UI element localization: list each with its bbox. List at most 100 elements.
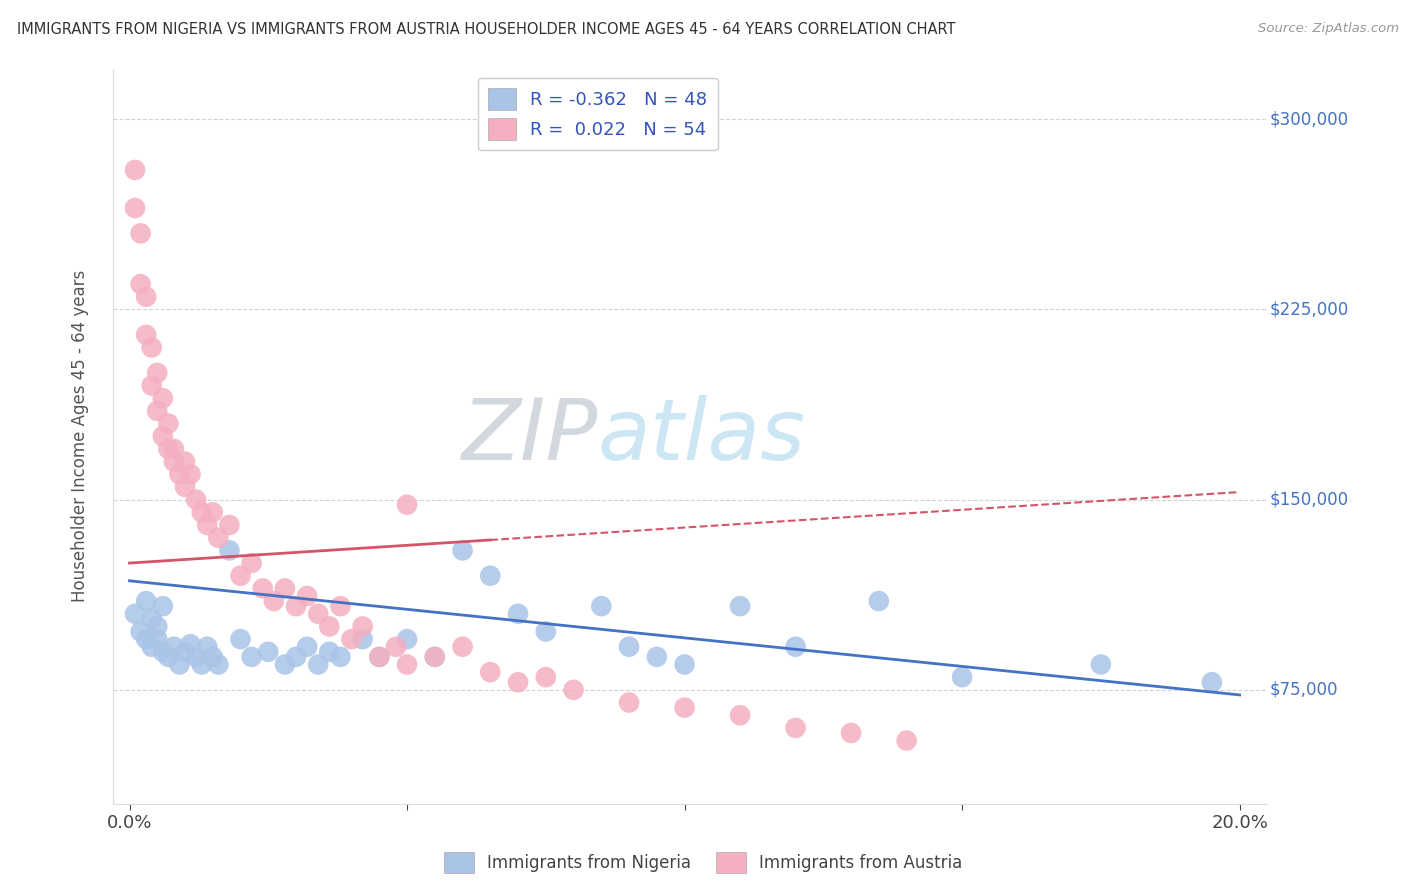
- Point: [728, 708, 751, 723]
- Point: [129, 277, 152, 291]
- Point: [146, 632, 169, 647]
- Point: [146, 366, 169, 380]
- Point: [329, 649, 352, 664]
- Point: [129, 227, 152, 241]
- Point: [368, 649, 391, 664]
- Point: [506, 675, 529, 690]
- Point: [240, 649, 263, 664]
- Point: [240, 556, 263, 570]
- Point: [1090, 657, 1112, 672]
- Y-axis label: Householder Income Ages 45 - 64 years: Householder Income Ages 45 - 64 years: [72, 270, 89, 602]
- Point: [617, 696, 640, 710]
- Point: [195, 640, 218, 654]
- Point: [950, 670, 973, 684]
- Point: [285, 649, 308, 664]
- Point: [285, 599, 308, 614]
- Point: [395, 498, 418, 512]
- Point: [174, 480, 197, 494]
- Text: $225,000: $225,000: [1270, 301, 1348, 318]
- Point: [152, 429, 174, 443]
- Point: [190, 657, 212, 672]
- Point: [201, 649, 224, 664]
- Point: [252, 582, 274, 596]
- Point: [152, 391, 174, 405]
- Point: [534, 624, 557, 639]
- Point: [340, 632, 363, 647]
- Point: [169, 657, 191, 672]
- Point: [318, 619, 340, 633]
- Text: IMMIGRANTS FROM NIGERIA VS IMMIGRANTS FROM AUSTRIA HOUSEHOLDER INCOME AGES 45 - : IMMIGRANTS FROM NIGERIA VS IMMIGRANTS FR…: [17, 22, 955, 37]
- Point: [329, 599, 352, 614]
- Point: [157, 417, 180, 431]
- Text: atlas: atlas: [598, 395, 806, 478]
- Point: [318, 645, 340, 659]
- Point: [135, 290, 157, 304]
- Point: [617, 640, 640, 654]
- Point: [229, 632, 252, 647]
- Point: [135, 327, 157, 342]
- Point: [368, 649, 391, 664]
- Point: [124, 201, 146, 215]
- Point: [174, 645, 197, 659]
- Point: [591, 599, 613, 614]
- Point: [218, 518, 240, 533]
- Point: [146, 404, 169, 418]
- Point: [190, 505, 212, 519]
- Text: $150,000: $150,000: [1270, 491, 1348, 508]
- Text: ZIP: ZIP: [461, 395, 598, 478]
- Point: [295, 589, 318, 603]
- Legend: Immigrants from Nigeria, Immigrants from Austria: Immigrants from Nigeria, Immigrants from…: [437, 846, 969, 880]
- Text: $75,000: $75,000: [1270, 681, 1339, 698]
- Point: [180, 637, 202, 651]
- Point: [218, 543, 240, 558]
- Point: [295, 640, 318, 654]
- Point: [274, 582, 297, 596]
- Legend: R = -0.362   N = 48, R =  0.022   N = 54: R = -0.362 N = 48, R = 0.022 N = 54: [478, 78, 718, 151]
- Point: [307, 657, 329, 672]
- Point: [135, 594, 157, 608]
- Point: [163, 442, 186, 456]
- Point: [152, 599, 174, 614]
- Point: [257, 645, 280, 659]
- Point: [174, 455, 197, 469]
- Point: [423, 649, 446, 664]
- Point: [229, 568, 252, 582]
- Text: Source: ZipAtlas.com: Source: ZipAtlas.com: [1258, 22, 1399, 36]
- Point: [785, 721, 807, 735]
- Point: [184, 649, 207, 664]
- Point: [868, 594, 890, 608]
- Point: [506, 607, 529, 621]
- Point: [673, 700, 696, 714]
- Point: [479, 665, 502, 679]
- Point: [385, 640, 408, 654]
- Point: [673, 657, 696, 672]
- Point: [1201, 675, 1223, 690]
- Point: [201, 505, 224, 519]
- Point: [157, 649, 180, 664]
- Point: [728, 599, 751, 614]
- Point: [645, 649, 668, 664]
- Point: [839, 726, 862, 740]
- Point: [163, 455, 186, 469]
- Text: $300,000: $300,000: [1270, 111, 1348, 128]
- Point: [141, 341, 163, 355]
- Point: [352, 619, 374, 633]
- Point: [451, 640, 474, 654]
- Point: [169, 467, 191, 482]
- Point: [129, 624, 152, 639]
- Point: [157, 442, 180, 456]
- Point: [180, 467, 202, 482]
- Point: [141, 378, 163, 392]
- Point: [534, 670, 557, 684]
- Point: [207, 531, 229, 545]
- Point: [141, 612, 163, 626]
- Point: [274, 657, 297, 672]
- Point: [152, 645, 174, 659]
- Point: [184, 492, 207, 507]
- Point: [124, 163, 146, 178]
- Point: [562, 682, 585, 697]
- Point: [423, 649, 446, 664]
- Point: [135, 632, 157, 647]
- Point: [146, 619, 169, 633]
- Point: [451, 543, 474, 558]
